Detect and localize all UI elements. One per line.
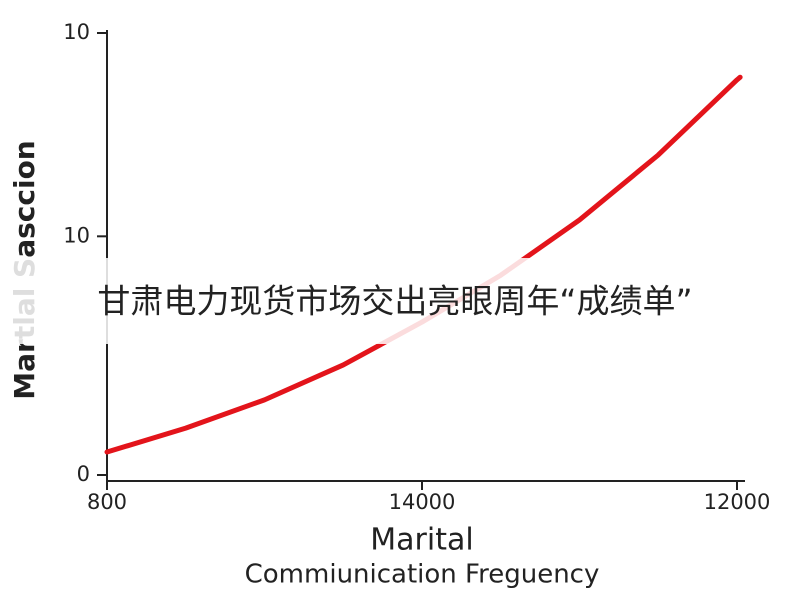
x-tick-label: 14000	[389, 490, 456, 514]
x-axis-title: Commiunication Freguency	[245, 560, 600, 590]
y-tick-label: 10	[63, 20, 90, 44]
x-axis-title: Marital	[370, 523, 473, 558]
banner-text: 甘肃电力现货市场交出亮眼周年“成绩单”	[97, 282, 692, 321]
banner-bg	[0, 258, 800, 344]
x-tick-label: 12000	[704, 490, 771, 514]
y-tick-label: 10	[63, 223, 90, 247]
y-tick-label: 0	[77, 462, 90, 486]
x-tick-label: 800	[87, 490, 127, 514]
